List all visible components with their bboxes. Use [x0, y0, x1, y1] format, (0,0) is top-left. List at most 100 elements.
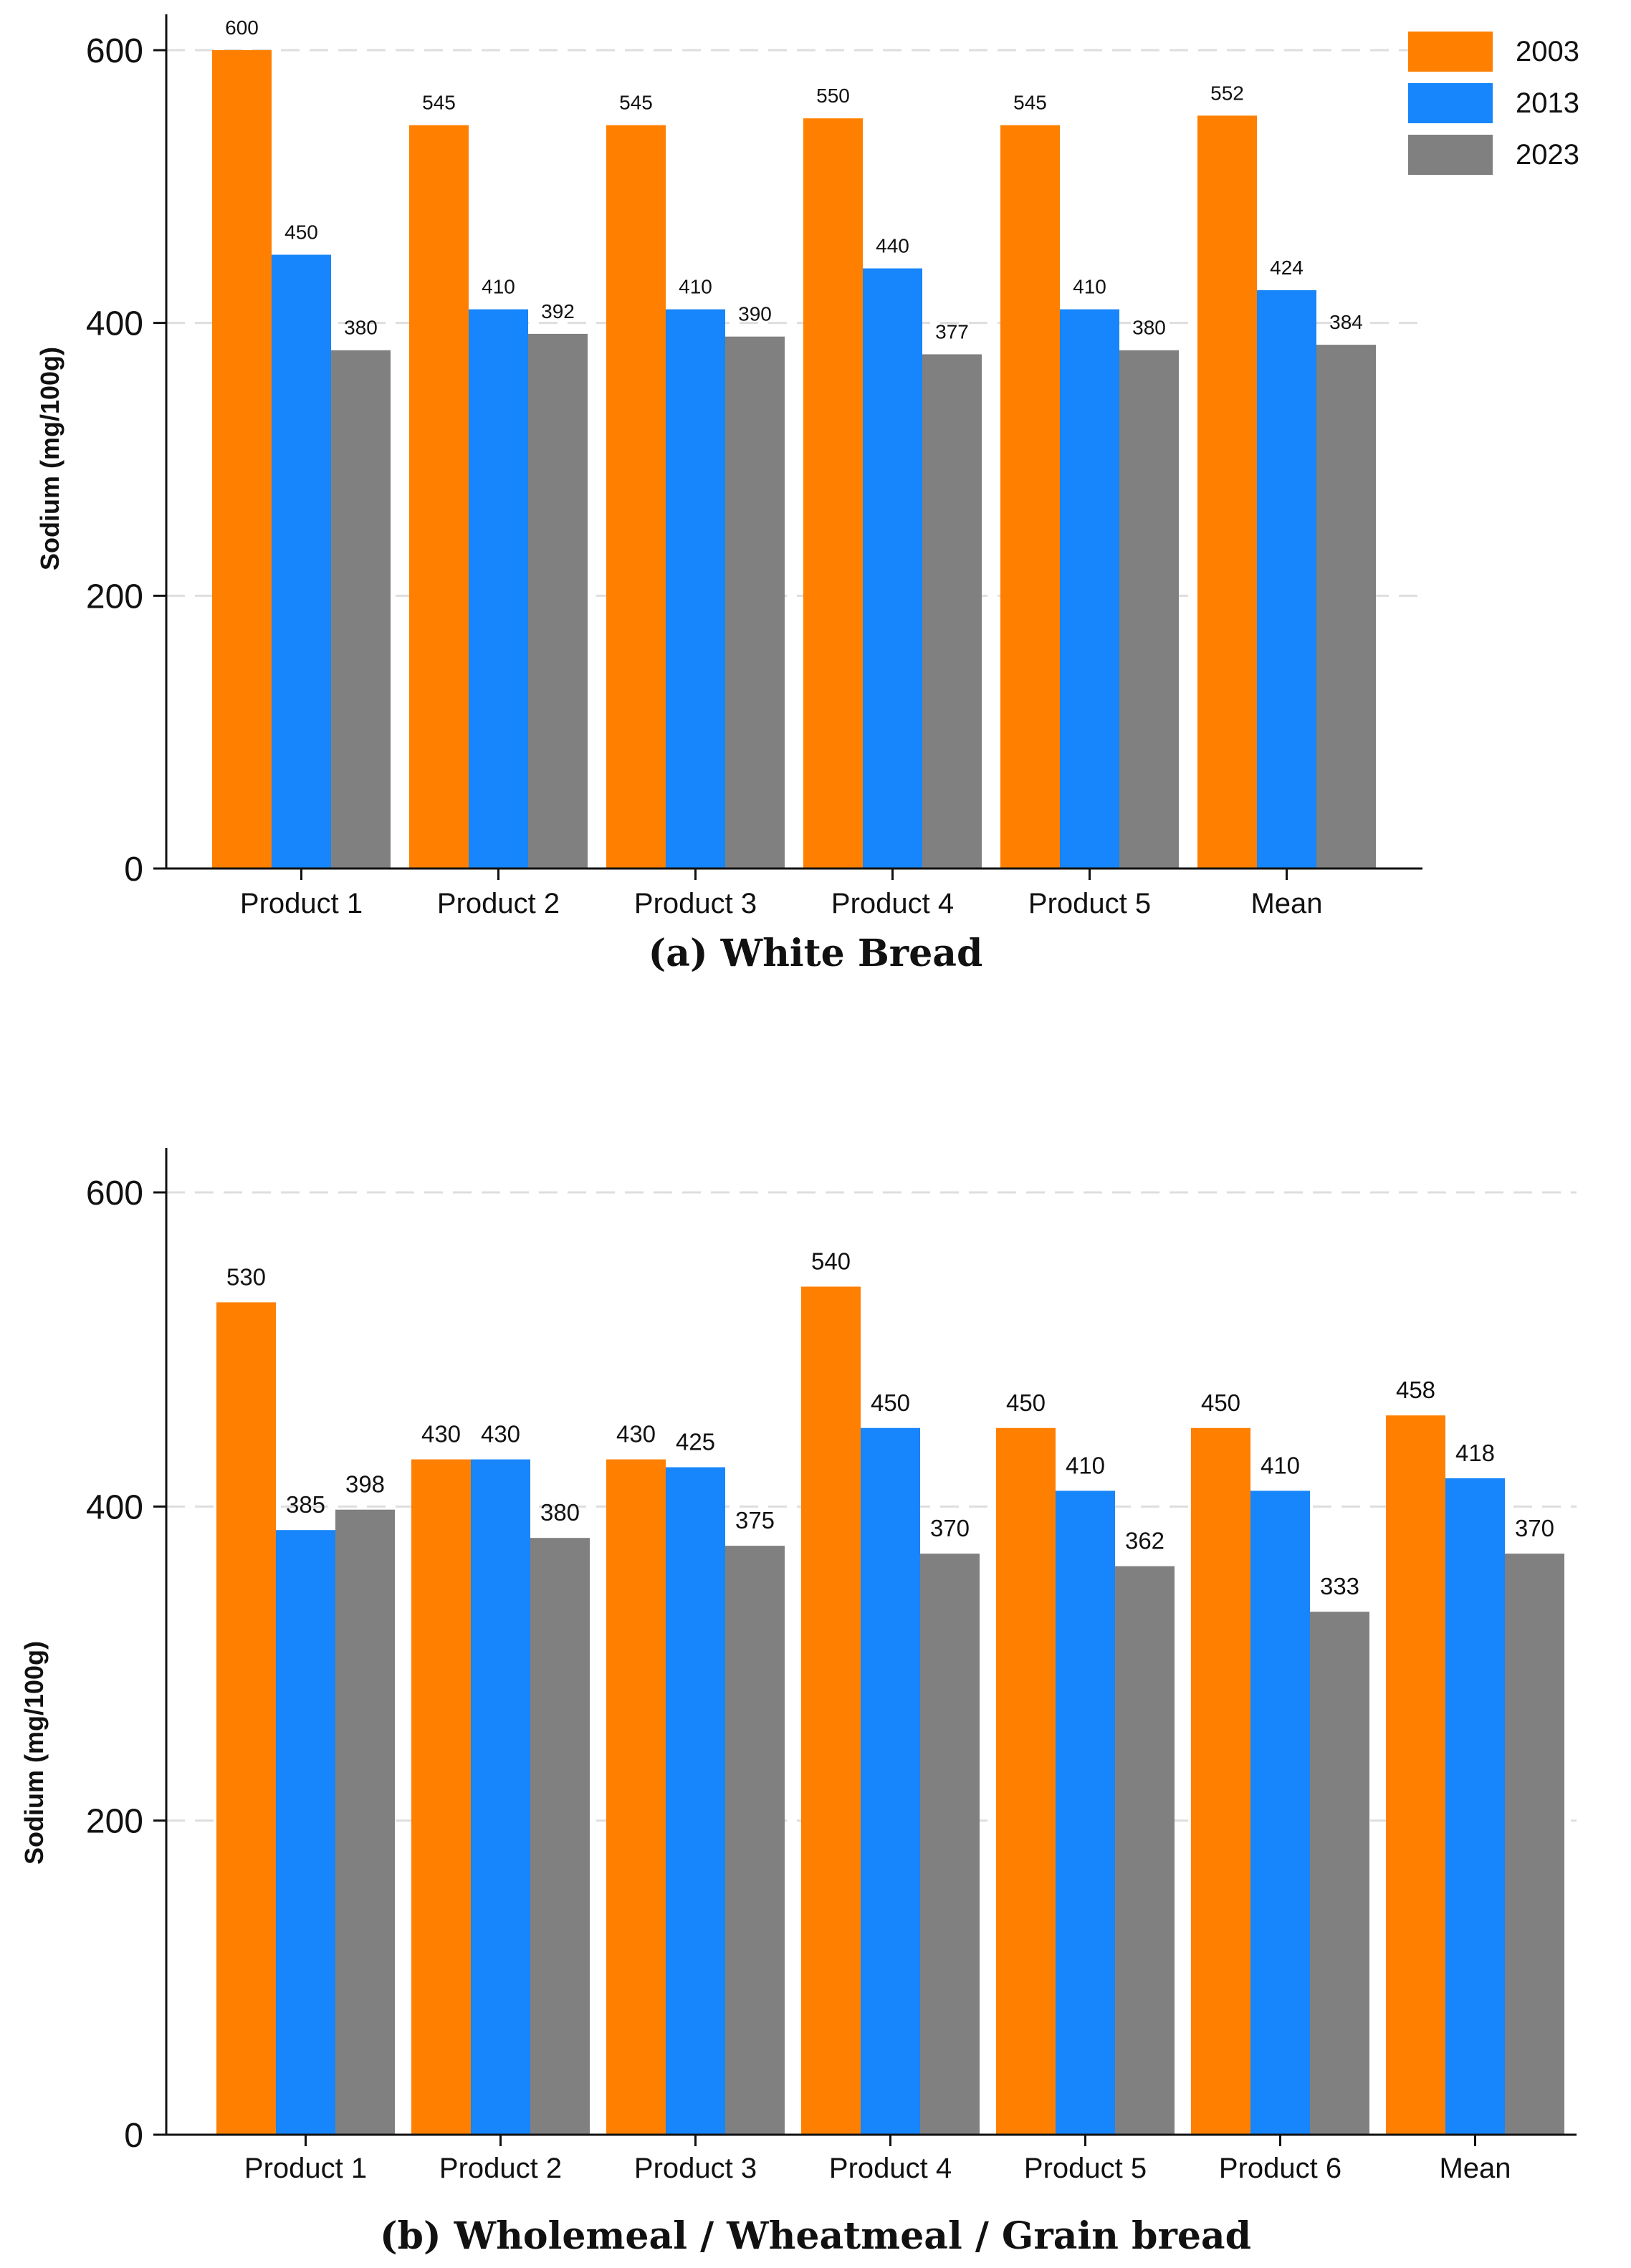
data-label: 392: [541, 300, 575, 322]
bar-2003-product-3: [606, 1459, 666, 2135]
x-tick-label: Product 6: [1219, 2153, 1341, 2184]
y-tick-label: 0: [124, 2117, 143, 2155]
data-label: 398: [345, 1471, 385, 1498]
bar-2023-product-4: [922, 354, 982, 869]
data-label: 375: [735, 1507, 775, 1533]
data-label: 545: [1013, 92, 1047, 114]
x-tick-label: Mean: [1250, 888, 1322, 919]
legend-item-2013: 2013: [1408, 83, 1594, 135]
data-label: 390: [738, 303, 772, 325]
bar-2013-product-1: [272, 254, 331, 869]
data-label: 545: [422, 92, 456, 114]
y-axis-title: Sodium (mg/100g): [19, 1641, 49, 1865]
legend-item-2023: 2023: [1408, 135, 1594, 186]
x-tick-label: Product 5: [1024, 2153, 1147, 2184]
data-label: 410: [679, 276, 712, 298]
data-label: 410: [1261, 1452, 1300, 1478]
data-label: 450: [871, 1389, 910, 1416]
data-label: 362: [1125, 1528, 1164, 1554]
data-label: 430: [481, 1421, 520, 1448]
data-label: 540: [811, 1248, 851, 1275]
bar-2003-product-1: [216, 1302, 276, 2135]
bar-2003-product-5: [1000, 125, 1060, 869]
data-label: 430: [421, 1421, 461, 1448]
legend-item-2003: 2003: [1408, 32, 1594, 83]
data-label: 380: [1132, 317, 1166, 339]
y-tick-label: 200: [86, 1803, 143, 1841]
bar-2013-product-5: [1060, 309, 1119, 869]
bar-2013-mean: [1445, 1478, 1505, 2135]
x-tick-label: Product 2: [437, 888, 560, 919]
data-label: 430: [616, 1421, 656, 1448]
y-tick-label: 0: [124, 851, 143, 889]
chart-wholemeal-bread: 530 385 398 Product 1 430 430 380 Product 2 430 4…: [0, 1132, 1631, 2207]
bar-2023-mean: [1316, 345, 1376, 869]
data-label: 600: [225, 16, 259, 39]
legend-label-2023: 2023: [1516, 139, 1579, 171]
data-label: 440: [876, 235, 909, 257]
bar-2013-product-4: [863, 268, 922, 869]
y-tick-label: 400: [86, 1488, 143, 1526]
bar-2023-product-1: [335, 1509, 395, 2135]
bar-2013-product-4: [861, 1427, 920, 2135]
y-axis-title: Sodium (mg/100g): [35, 347, 64, 570]
y-tick-label: 400: [86, 305, 143, 343]
bar-2023-product-2: [528, 333, 588, 869]
data-label: 450: [1006, 1389, 1046, 1416]
bar-2003-product-5: [996, 1427, 1056, 2135]
chart-b-svg: 530 385 398 Product 1 430 430 380 Product 2 430 4…: [19, 1148, 1577, 2184]
data-label: 384: [1329, 311, 1363, 333]
data-label: 377: [935, 320, 969, 343]
bar-2013-product-3: [666, 309, 725, 869]
bar-2003-mean: [1386, 1415, 1445, 2135]
x-tick-label: Product 4: [829, 2153, 952, 2184]
data-label: 370: [930, 1515, 970, 1541]
x-tick-label: Product 4: [831, 888, 954, 919]
bar-2013-mean: [1257, 290, 1316, 869]
legend-label-2003: 2003: [1516, 36, 1579, 67]
bar-2003-product-4: [801, 1286, 861, 2135]
bar-2023-product-4: [920, 1554, 980, 2135]
bar-2023-product-2: [530, 1538, 590, 2135]
data-label: 385: [286, 1491, 325, 1518]
bar-2003-product-4: [803, 118, 863, 869]
data-label: 552: [1210, 82, 1244, 104]
data-label: 450: [284, 221, 318, 244]
legend-swatch-2013: [1408, 83, 1493, 123]
x-tick-label: Product 3: [634, 888, 757, 919]
data-label: 458: [1396, 1377, 1435, 1403]
bar-2023-product-6: [1310, 1612, 1369, 2135]
legend-label-2013: 2013: [1516, 87, 1579, 119]
x-tick-label: Mean: [1439, 2153, 1511, 2184]
bar-2003-product-1: [212, 50, 272, 869]
data-label: 410: [1066, 1452, 1105, 1478]
bar-2003-product-2: [409, 125, 469, 869]
bar-2003-product-6: [1191, 1427, 1250, 2135]
legend: 2003 2013 2023: [1408, 32, 1594, 186]
data-label: 424: [1270, 257, 1304, 279]
data-label: 410: [1073, 276, 1106, 298]
y-tick-label: 600: [86, 32, 143, 70]
bar-2023-product-5: [1119, 350, 1179, 869]
bar-2023-product-5: [1115, 1566, 1175, 2135]
bar-2023-product-3: [725, 1546, 785, 2135]
legend-swatch-2003: [1408, 32, 1493, 72]
x-tick-label: Product 1: [244, 2153, 367, 2184]
bar-2013-product-1: [276, 1530, 335, 2135]
x-tick-label: Product 2: [439, 2153, 562, 2184]
bar-2013-product-3: [666, 1467, 725, 2135]
data-label: 418: [1455, 1440, 1495, 1466]
bar-2003-mean: [1197, 115, 1257, 869]
chart-a-svg: 600 450 380 Product 1 545 410 392 Product 2 545 4…: [35, 14, 1422, 919]
caption-white-bread: (a) White Bread: [648, 932, 983, 975]
caption-wholemeal-bread: (b) Wholemeal / Wheatmeal / Grain bread: [380, 2214, 1251, 2258]
bar-2023-mean: [1505, 1554, 1564, 2135]
data-label: 410: [482, 276, 515, 298]
bar-2013-product-2: [469, 309, 528, 869]
bar-2003-product-3: [606, 125, 666, 869]
x-tick-label: Product 1: [240, 888, 363, 919]
data-label: 333: [1320, 1573, 1359, 1599]
x-tick-label: Product 5: [1028, 888, 1151, 919]
bar-2013-product-5: [1056, 1491, 1115, 2135]
bar-2023-product-1: [331, 350, 391, 869]
